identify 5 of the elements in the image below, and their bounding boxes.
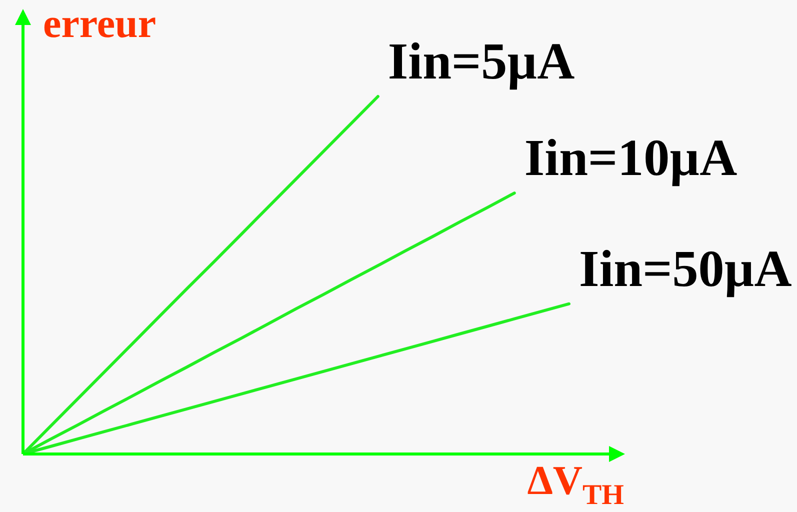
series-label: Iin=5µA <box>388 34 576 90</box>
y-axis-title: erreur <box>43 0 156 46</box>
x-axis-title: ΔV$_{TH}$ <box>527 457 624 512</box>
series-label: Iin=10µA <box>524 130 738 188</box>
series-label: Iin=50µA <box>579 240 792 298</box>
